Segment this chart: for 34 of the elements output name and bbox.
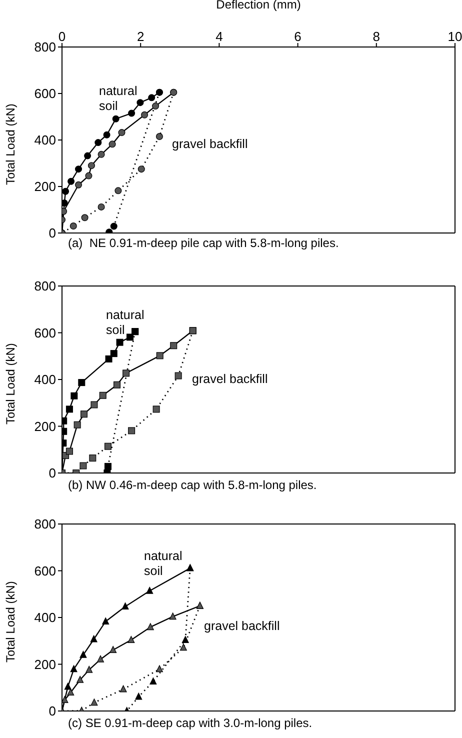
annotation: natural soil [99,84,138,113]
text: (c) SE 0.91-m-deep cap with 3.0-m-long piles. [68,716,314,730]
y-tick-label: 200 [34,656,56,672]
x-tick-label: 6 [294,29,302,44]
x-tick-label: 4 [216,29,223,44]
x-tick-label: 2 [136,29,144,44]
x-axis-title: Deflection (mm) [216,0,301,12]
text: (b) NW 0.46-m-deep cap with 5.8-m-long piles. [68,478,318,492]
y-tick-label: 200 [34,179,56,194]
y-tick-label: 600 [34,325,56,340]
y-axis-title: Total Load (kN) [3,104,18,185]
annotation: gravel backfill [172,137,248,151]
y-tick-label: 0 [48,466,56,481]
y-tick-label: 0 [48,704,56,719]
annotation: gravel backfill [192,372,268,386]
y-tick-label: 600 [34,86,56,102]
y-tick-label: 0 [48,226,56,241]
x-tick-label: 10 [448,29,462,44]
y-tick-label: 800 [34,278,56,294]
y-tick-label: 400 [34,372,56,388]
x-tick-label: 8 [372,29,380,44]
y-tick-label: 600 [34,563,56,578]
y-tick-label: 800 [34,516,56,532]
y-tick-label: 400 [34,610,56,626]
text: (a) NE 0.91-m-deep pile cap with 5.8-m-long piles. [68,236,340,250]
x-tick-label: 0 [58,29,66,44]
annotation: natural soil [106,308,144,337]
y-tick-label: 200 [34,418,56,434]
y-axis-title: Total Load (kN) [3,343,18,424]
annotation: natural soil [144,549,182,578]
y-axis-title: Total Load (kN) [3,581,18,662]
annotation: gravel backfill [204,619,280,633]
y-tick-label: 800 [34,40,56,55]
y-tick-label: 400 [34,132,56,148]
